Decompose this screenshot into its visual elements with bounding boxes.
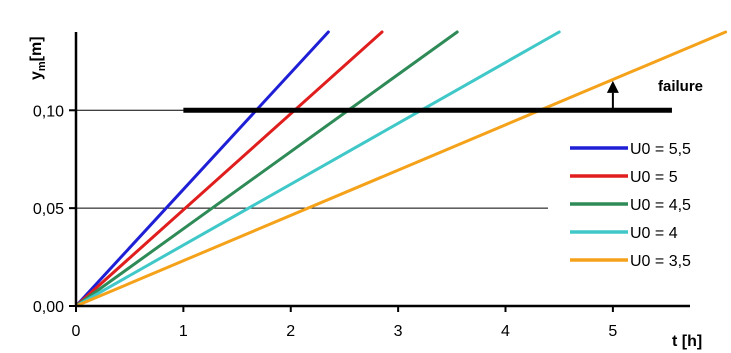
series-line-0 [74,30,330,308]
x-tick-label-4: 4 [501,323,510,340]
failure-label: failure [658,78,703,95]
x-tick-label-0: 0 [72,323,81,340]
x-tick-label-5: 5 [608,323,617,340]
failure-arrow-head [606,80,619,93]
y-tick-label-0: 0,00 [33,299,64,316]
axes [69,32,690,312]
series-line-2 [74,30,459,308]
y-axis-label: ym[m] [28,36,48,80]
tick-labels: 0 1 2 3 4 5 0,00 0,05 0,10 [33,103,618,340]
x-axis-label: t [h] [672,333,702,350]
y-axis-label-unit: [m] [28,36,45,61]
legend-label-0: U0 = 5,5 [630,141,691,158]
series-line-3 [74,30,561,308]
x-tick-label-3: 3 [394,323,403,340]
legend-label-1: U0 = 5 [630,169,678,186]
series-lines [74,30,728,308]
legend-label-3: U0 = 4 [630,225,678,242]
legend-label-2: U0 = 4,5 [630,197,691,214]
x-tick-label-2: 2 [286,323,295,340]
legend: U0 = 5,5 U0 = 5 U0 = 4,5 U0 = 4 U0 = 3,5 [570,141,691,270]
y-axis-label-main: y [28,71,45,80]
grid-lines [76,109,548,209]
y-tick-label-1: 0,05 [33,201,64,218]
x-tick-label-1: 1 [179,323,188,340]
legend-label-4: U0 = 3,5 [630,253,691,270]
series-line-4 [74,30,728,308]
y-tick-label-2: 0,10 [33,103,64,120]
series-line-1 [74,30,384,308]
y-axis-label-subscript: m [36,61,48,71]
failure-threshold [183,80,672,113]
